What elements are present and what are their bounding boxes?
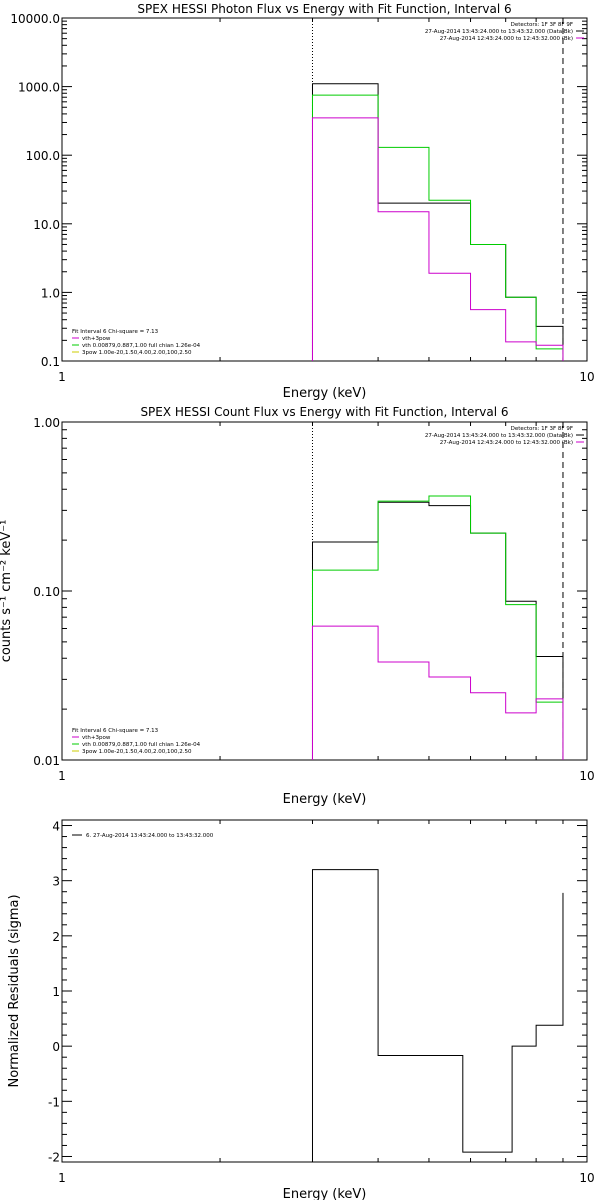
plot-frame — [61, 819, 588, 1163]
fit-legend-label: vth 0.00879,0.887,1.00 full chian 1.26e-… — [82, 343, 201, 349]
detectors-label: Detectors: 1F 3F 8F 9F — [511, 22, 573, 28]
fit-legend-label: 3pow 1.00e-20,1.50,4.00,2.00,100,2.50 — [82, 749, 192, 755]
y-tick-label: 10.0 — [33, 218, 60, 232]
y-axis-label: Normalized Residuals (sigma) — [7, 894, 22, 1087]
y-tick-label: -2 — [48, 1150, 60, 1164]
x-tick-label: 10 — [579, 370, 594, 384]
y-tick-label: 2 — [52, 930, 60, 944]
chart-title: SPEX HESSI Photon Flux vs Energy with Fi… — [137, 2, 511, 16]
y-tick-label: 0.01 — [33, 754, 60, 768]
y-axis-label: counts s⁻¹ cm⁻² keV⁻¹ — [0, 520, 14, 663]
y-tick-label: 0.10 — [33, 585, 60, 599]
spectrum-series-1 — [311, 83, 564, 361]
plot-frame — [61, 421, 588, 761]
y-tick-label: 0 — [52, 1040, 60, 1054]
x-axis-label: Energy (keV) — [283, 1187, 367, 1200]
y-tick-label: 1.00 — [33, 416, 60, 430]
x-tick-label: 10 — [579, 769, 594, 783]
fit-legend-label: vth+3pow — [82, 336, 111, 342]
y-tick-label: 3 — [52, 875, 60, 889]
x-axis-label: Energy (keV) — [283, 792, 367, 807]
time-legend-label: 27-Aug-2014 12:43:24.000 to 12:43:32.000… — [440, 440, 573, 446]
y-tick-label: 4 — [52, 820, 60, 834]
fit-legend-label: vth 0.00879,0.887,1.00 full chian 1.26e-… — [82, 742, 201, 748]
y-tick-label: 100.0 — [26, 149, 60, 163]
spectrum-series-1 — [311, 869, 564, 1162]
spectrum-series-1 — [311, 501, 564, 760]
spectrum-series-3 — [311, 117, 564, 361]
chart-panel-2: SPEX HESSI Count Flux vs Energy with Fit… — [0, 405, 595, 807]
y-tick-label: -1 — [48, 1095, 60, 1109]
time-legend-label: 27-Aug-2014 12:43:24.000 to 12:43:32.000… — [440, 36, 573, 42]
y-tick-label: 1000.0 — [18, 81, 60, 95]
spectrum-series-2 — [311, 495, 564, 760]
spectrum-series-3 — [311, 625, 564, 760]
y-tick-label: 0.1 — [41, 355, 60, 369]
chart-panel-3: 1 10 Energy (keV) -2 -1 0 1 2 3 4 Normalized Resid… — [7, 819, 595, 1200]
y-tick-label: 10000.0 — [10, 12, 60, 26]
chart-panel-1: SPEX HESSI Photon Flux vs Energy with Fi… — [10, 2, 594, 401]
fit-legend-label: 3pow 1.00e-20,1.50,4.00,2.00,100,2.50 — [82, 350, 192, 356]
chart-title: SPEX HESSI Count Flux vs Energy with Fit… — [140, 405, 508, 419]
fit-info-label: Fit Interval 6 Chi-square = 7.13 — [72, 329, 159, 335]
x-tick-label: 1 — [58, 370, 66, 384]
time-legend-label: 27-Aug-2014 13:43:24.000 to 13:43:32.000… — [425, 433, 573, 439]
residual-legend-label: 6. 27-Aug-2014 13:43:24.000 to 13:43:32.… — [86, 833, 214, 839]
x-tick-label: 10 — [579, 1171, 594, 1185]
x-tick-label: 1 — [58, 769, 66, 783]
detectors-label: Detectors: 1F 3F 8F 9F — [511, 426, 573, 432]
plot-frame — [61, 17, 588, 362]
spectrum-series-2 — [311, 94, 564, 361]
time-legend-label: 27-Aug-2014 13:43:24.000 to 13:43:32.000… — [425, 29, 573, 35]
y-tick-label: 1 — [52, 985, 60, 999]
x-axis-label: Energy (keV) — [283, 386, 367, 401]
y-tick-label: 1.0 — [41, 286, 60, 300]
fit-info-label: Fit Interval 6 Chi-square = 7.13 — [72, 728, 159, 734]
fit-legend-label: vth+3pow — [82, 735, 111, 741]
x-tick-label: 1 — [58, 1171, 66, 1185]
